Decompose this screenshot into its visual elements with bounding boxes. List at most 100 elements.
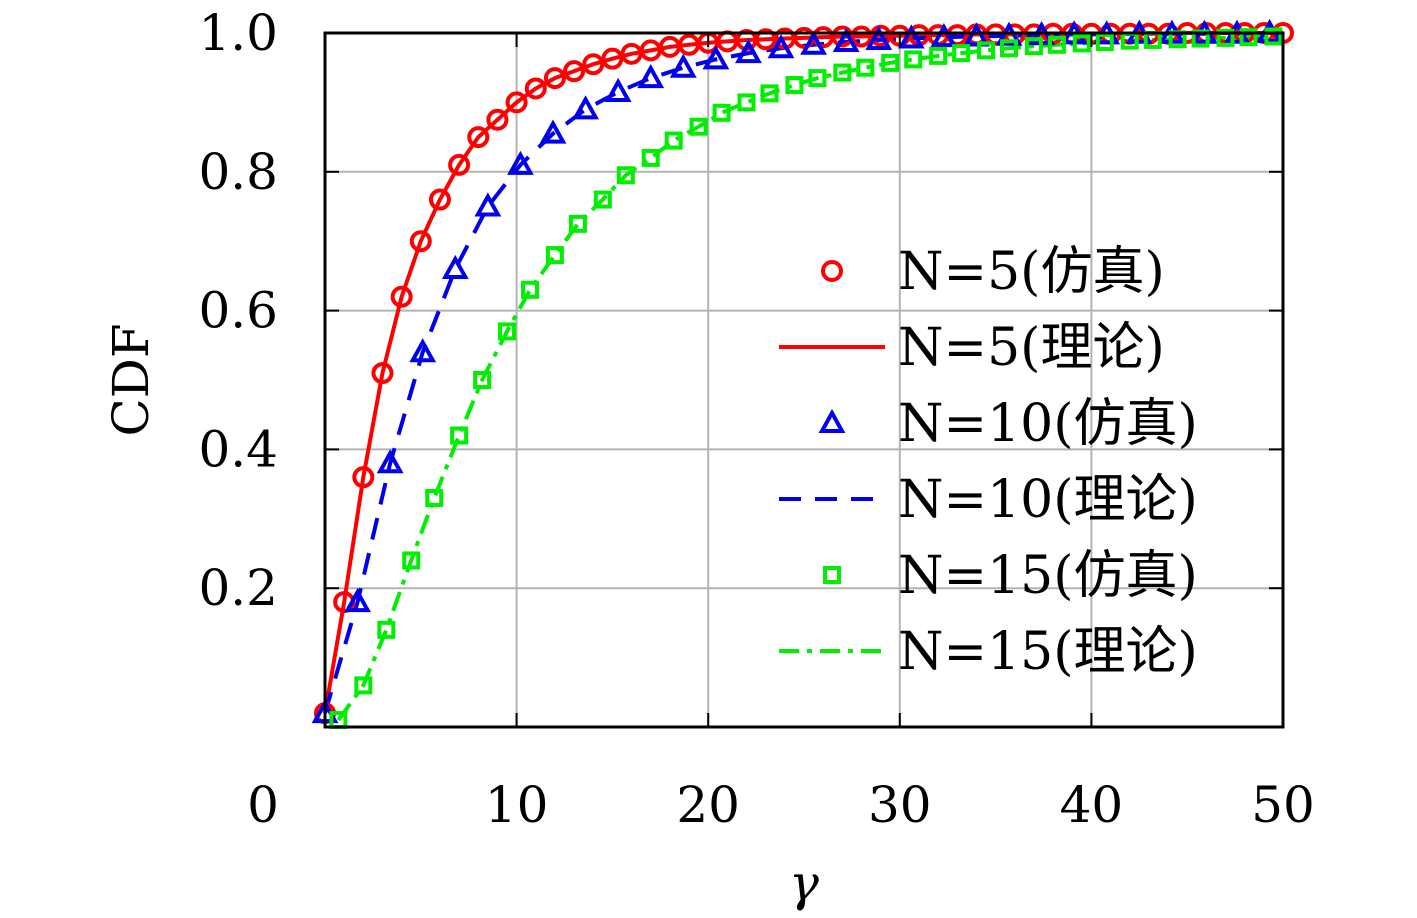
circle-marker	[448, 153, 471, 176]
circle-marker	[428, 188, 451, 211]
triangle-marker	[963, 22, 990, 47]
circle-marker	[582, 53, 605, 76]
triangle-marker	[604, 77, 632, 102]
x-tick-label: 30	[868, 776, 932, 834]
x-tick-label: 50	[1251, 776, 1315, 834]
square-marker	[354, 676, 373, 695]
square-marker	[1264, 27, 1283, 46]
circle-marker	[505, 91, 528, 114]
triangle-marker	[441, 254, 469, 279]
legend-label: N=10(理论)	[898, 470, 1198, 530]
square-marker	[833, 63, 852, 82]
legend-label: N=15(仿真)	[898, 546, 1198, 606]
axis-ticks: 0 10 20 30 40 50 0.2 0.4 0.6 0.8 1.0	[198, 4, 1314, 834]
triangle-marker	[376, 449, 404, 474]
y-tick-label: 1.0	[198, 4, 278, 62]
triangle-marker	[800, 30, 827, 55]
legend-label: N=5(仿真)	[898, 242, 1165, 302]
square-marker	[568, 214, 587, 233]
circle-marker	[601, 47, 624, 70]
square-marker	[593, 190, 612, 209]
square-marker	[904, 50, 923, 69]
square-marker	[952, 44, 971, 63]
square-marker	[498, 322, 517, 341]
series-markers-N15	[329, 27, 1283, 730]
square-marker	[1216, 28, 1235, 47]
square-marker	[737, 93, 756, 112]
square-marker	[760, 84, 779, 103]
triangle-marker	[818, 408, 846, 433]
circle-marker	[390, 285, 413, 308]
triangle-marker	[735, 39, 762, 64]
triangle-marker	[767, 34, 795, 59]
circle-marker	[409, 230, 432, 253]
square-marker	[1047, 35, 1066, 54]
square-marker	[450, 426, 469, 445]
legend: N=5(仿真) N=5(理论) N=10(仿真) N=10(理论) N=15(仿真) N=…	[779, 242, 1198, 682]
legend-item: N=10(仿真)	[818, 394, 1198, 454]
triangle-marker	[702, 45, 730, 70]
legend-item: N=5(仿真)	[821, 242, 1165, 302]
circle-marker	[467, 126, 490, 149]
triangle-marker	[995, 21, 1023, 46]
circle-marker	[371, 362, 394, 385]
square-marker	[1072, 34, 1091, 53]
plot-frame	[323, 31, 1285, 729]
x-tick-label: 10	[485, 776, 549, 834]
circle-marker	[524, 77, 547, 100]
square-marker	[1095, 33, 1114, 52]
x-tick-label: 40	[1060, 776, 1124, 834]
square-marker	[664, 131, 683, 150]
square-marker	[856, 58, 875, 77]
circle-marker	[821, 260, 843, 282]
triangle-marker	[344, 587, 371, 613]
square-marker	[425, 488, 444, 507]
y-tick-label: 0.2	[198, 559, 278, 617]
triangle-marker	[832, 27, 860, 53]
square-marker	[881, 53, 900, 72]
square-marker	[616, 166, 635, 185]
circle-marker	[352, 466, 375, 489]
legend-item: N=15(理论)	[779, 622, 1198, 682]
plot-series	[311, 18, 1294, 730]
square-marker	[929, 46, 948, 65]
triangle-marker	[507, 150, 534, 175]
legend-item: N=15(仿真)	[823, 546, 1198, 606]
triangle-marker	[669, 53, 697, 78]
triangle-marker	[897, 24, 925, 49]
square-marker	[977, 41, 996, 60]
x-axis-label: γ	[789, 854, 819, 912]
triangle-marker	[474, 192, 502, 217]
square-marker	[545, 246, 564, 265]
circle-marker	[563, 60, 586, 83]
series-line-N15	[336, 34, 1274, 722]
square-marker	[377, 620, 396, 639]
triangle-marker	[539, 119, 567, 144]
legend-item: N=5(理论)	[779, 318, 1165, 378]
circle-marker	[486, 108, 509, 131]
square-marker	[521, 280, 540, 299]
y-tick-label: 0.4	[198, 420, 278, 478]
x-tick-label: 20	[676, 776, 740, 834]
y-tick-label: 0.8	[198, 143, 278, 201]
triangle-marker	[930, 23, 958, 48]
square-marker	[641, 148, 660, 167]
square-marker	[823, 566, 841, 584]
legend-label: N=5(理论)	[898, 318, 1165, 378]
legend-label: N=10(仿真)	[898, 394, 1198, 454]
square-marker	[1000, 39, 1019, 58]
y-tick-label: 0.6	[198, 282, 278, 340]
legend-label: N=15(理论)	[898, 622, 1198, 682]
circle-marker	[543, 67, 566, 90]
legend-item: N=10(理论)	[779, 470, 1198, 530]
y-axis-label: CDF	[102, 323, 160, 436]
square-marker	[473, 371, 492, 389]
square-marker	[689, 117, 708, 136]
triangle-marker	[572, 95, 599, 120]
square-marker	[785, 76, 804, 95]
triangle-marker	[637, 63, 665, 89]
triangle-marker	[865, 25, 893, 50]
square-marker	[712, 103, 731, 122]
square-marker	[402, 551, 421, 570]
